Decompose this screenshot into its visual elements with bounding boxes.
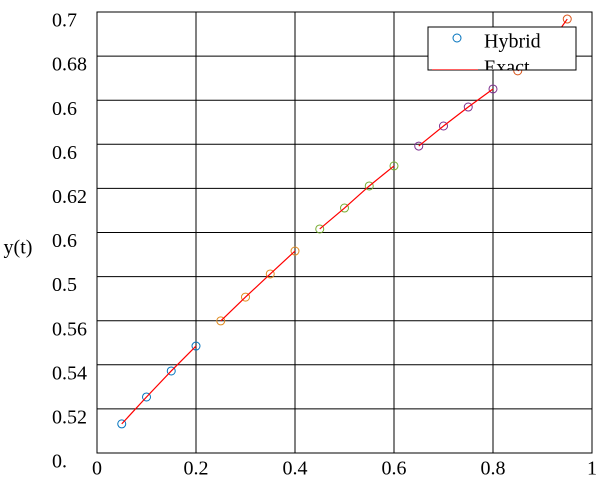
y-tick-label: 0.62 xyxy=(52,186,87,208)
legend-marker xyxy=(452,33,462,43)
exact-line xyxy=(220,250,296,322)
y-tick-label: 0.52 xyxy=(52,406,87,428)
hybrid-marker xyxy=(290,246,300,256)
y-axis-label: y(t) xyxy=(4,237,33,259)
y-tick-label: 0.6 xyxy=(52,98,77,120)
legend-box xyxy=(427,26,577,71)
hybrid-marker xyxy=(364,181,374,191)
y-tick-label: 0.6 xyxy=(52,230,77,252)
hybrid-marker xyxy=(166,366,176,376)
hybrid-marker xyxy=(488,84,498,94)
legend-label: Hybrid xyxy=(484,31,541,53)
hybrid-marker xyxy=(414,141,424,151)
y-tick-label: 0.54 xyxy=(52,362,87,384)
y-tick-label: 0. xyxy=(52,451,67,473)
hybrid-marker xyxy=(117,419,127,429)
hybrid-marker xyxy=(216,316,226,326)
plot-frame xyxy=(96,11,593,454)
y-tick-label: 0.7 xyxy=(52,10,77,32)
hybrid-marker xyxy=(241,292,250,302)
x-tick-label: 0.8 xyxy=(481,458,506,480)
x-tick-label: 0 xyxy=(92,458,102,480)
x-tick-label: 0.4 xyxy=(283,458,308,480)
legend-label: Exact xyxy=(484,57,530,79)
x-tick-label: 0.2 xyxy=(184,458,209,480)
hybrid-marker xyxy=(142,392,151,402)
y-tick-label: 0.68 xyxy=(52,54,87,76)
x-tick-label: 0.6 xyxy=(382,458,407,480)
legend: Hybrid Exact xyxy=(432,31,541,79)
hybrid-marker xyxy=(389,161,399,171)
y-tick-label: 0.56 xyxy=(52,318,87,340)
y-tick-label: 0.6 xyxy=(52,142,77,164)
hybrid-marker xyxy=(315,224,325,234)
hybrid-marker xyxy=(340,203,349,213)
hybrid-marker xyxy=(463,102,473,112)
y-tick-label: 0.5 xyxy=(52,274,77,296)
hybrid-marker xyxy=(562,14,572,24)
hybrid-marker xyxy=(191,341,201,351)
hybrid-marker xyxy=(265,269,275,279)
exact-line xyxy=(319,165,395,230)
exact-line xyxy=(418,88,494,147)
exact-line xyxy=(121,345,197,425)
hybrid-marker xyxy=(439,121,448,131)
x-tick-label: 1 xyxy=(587,458,597,480)
